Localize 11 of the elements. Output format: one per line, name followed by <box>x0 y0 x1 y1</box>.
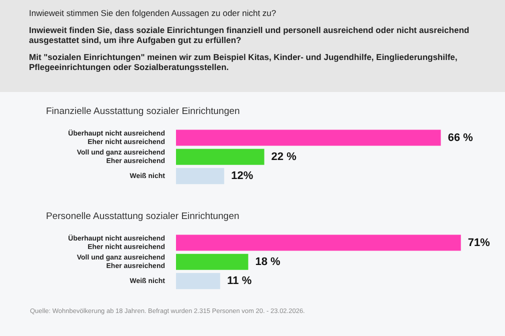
data-label: 11 % <box>227 275 252 288</box>
chart-title: Personelle Ausstattung sozialer Einrichtungen <box>45 210 240 224</box>
text: Mit "sozialen Einrichtungen" meinen wir zum Beispiel Kitas, Kinder- und Jugendhilfe, Eingliederungshilfe, Pflegeeinrichtungen oder Sozialberatungsstellen. <box>29 52 458 72</box>
chart-title: Finanzielle Ausstattung sozialer Einrichtungen <box>45 105 241 119</box>
data-label: 18 % <box>255 256 281 268</box>
data-label: 22 % <box>271 150 297 163</box>
text: Inwieweit finden Sie, dass soziale Einrichtungen finanziell und personell ausreichend oder nicht ausreichend ausgestattet sind, um ihre Aufgaben gut zu erfüllen? <box>29 25 470 45</box>
data-label: 12% <box>231 170 254 182</box>
text: Inwieweit stimmen Sie den folgenden Aussagen zu oder nicht zu? <box>29 8 278 18</box>
data-label: 71% <box>468 236 490 249</box>
data-label: 66 % <box>448 132 474 144</box>
